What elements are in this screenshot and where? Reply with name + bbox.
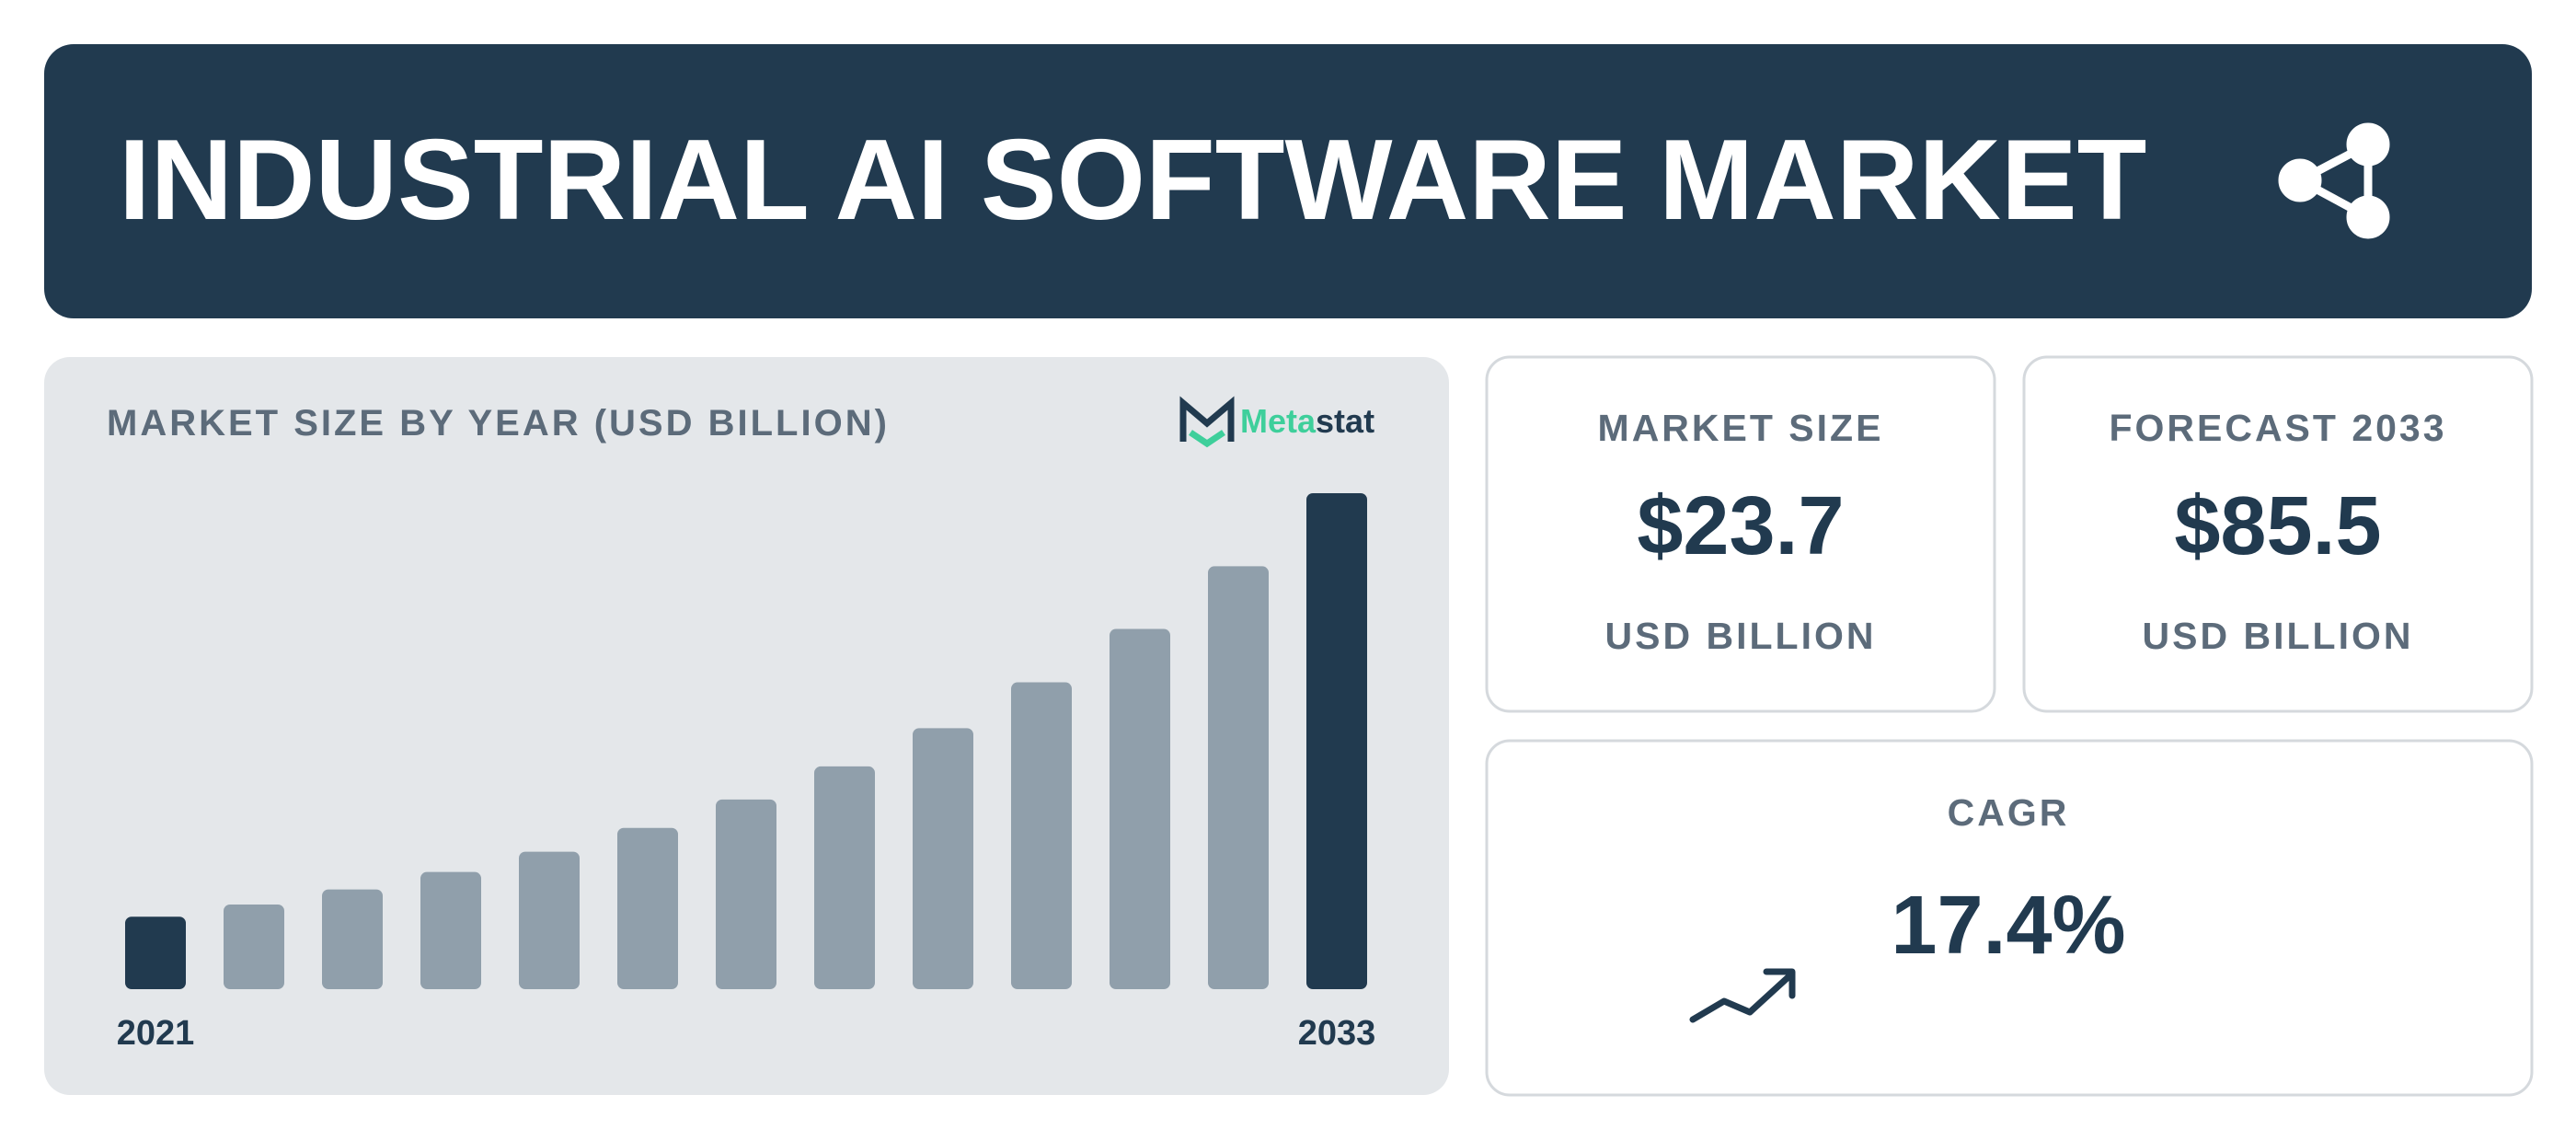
card-value: $23.7	[1637, 480, 1844, 572]
bar	[322, 889, 383, 989]
bar	[125, 916, 186, 989]
bar	[1011, 682, 1072, 989]
logo-second: stat	[1316, 402, 1374, 440]
bar	[913, 728, 973, 989]
bar	[420, 871, 481, 989]
logo: Metastat	[1179, 396, 1374, 448]
header-title: INDUSTRIAL AI SOFTWARE MARKET	[119, 117, 2146, 244]
logo-first: Meta	[1240, 402, 1317, 440]
share-icon[interactable]	[2278, 122, 2390, 239]
card-value: 17.4%	[1891, 880, 2125, 972]
bar	[617, 827, 678, 989]
card	[1485, 739, 2534, 1097]
bar	[1110, 628, 1170, 989]
header-banner	[44, 44, 2532, 318]
card-label: CAGR	[1948, 791, 2070, 834]
card-label: MARKET SIZE	[1598, 407, 1884, 449]
bar	[519, 851, 580, 989]
bar	[224, 904, 284, 989]
x-tick-label: 2021	[117, 1014, 195, 1053]
card-unit: USD BILLION	[2143, 615, 2414, 657]
card-label: FORECAST 2033	[2109, 407, 2446, 449]
bar	[716, 799, 776, 989]
chart-title: MARKET SIZE BY YEAR (USD BILLION)	[107, 403, 890, 444]
card	[2022, 355, 2534, 713]
x-tick-label: 2033	[1298, 1014, 1376, 1053]
card-unit: USD BILLION	[1605, 615, 1877, 657]
trend-icon	[1689, 968, 1796, 1023]
bar	[1306, 493, 1367, 989]
card-value: $85.5	[2174, 480, 2381, 572]
bar	[1208, 566, 1269, 989]
bar	[814, 766, 875, 989]
logo-text: Metastat	[1240, 402, 1374, 440]
chart-panel	[44, 357, 1449, 1095]
card	[1485, 355, 1996, 713]
